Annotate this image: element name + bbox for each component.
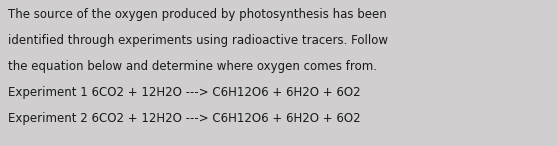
Text: the equation below and determine where oxygen comes from.: the equation below and determine where o… <box>8 60 377 73</box>
Text: identified through experiments using radioactive tracers. Follow: identified through experiments using rad… <box>8 34 388 47</box>
Text: Experiment 1 6CO2 + 12H2O ---> C6H12O6 + 6H2O + 6O2: Experiment 1 6CO2 + 12H2O ---> C6H12O6 +… <box>8 86 360 99</box>
Text: The source of the oxygen produced by photosynthesis has been: The source of the oxygen produced by pho… <box>8 8 387 21</box>
Text: Experiment 2 6CO2 + 12H2O ---> C6H12O6 + 6H2O + 6O2: Experiment 2 6CO2 + 12H2O ---> C6H12O6 +… <box>8 112 360 125</box>
